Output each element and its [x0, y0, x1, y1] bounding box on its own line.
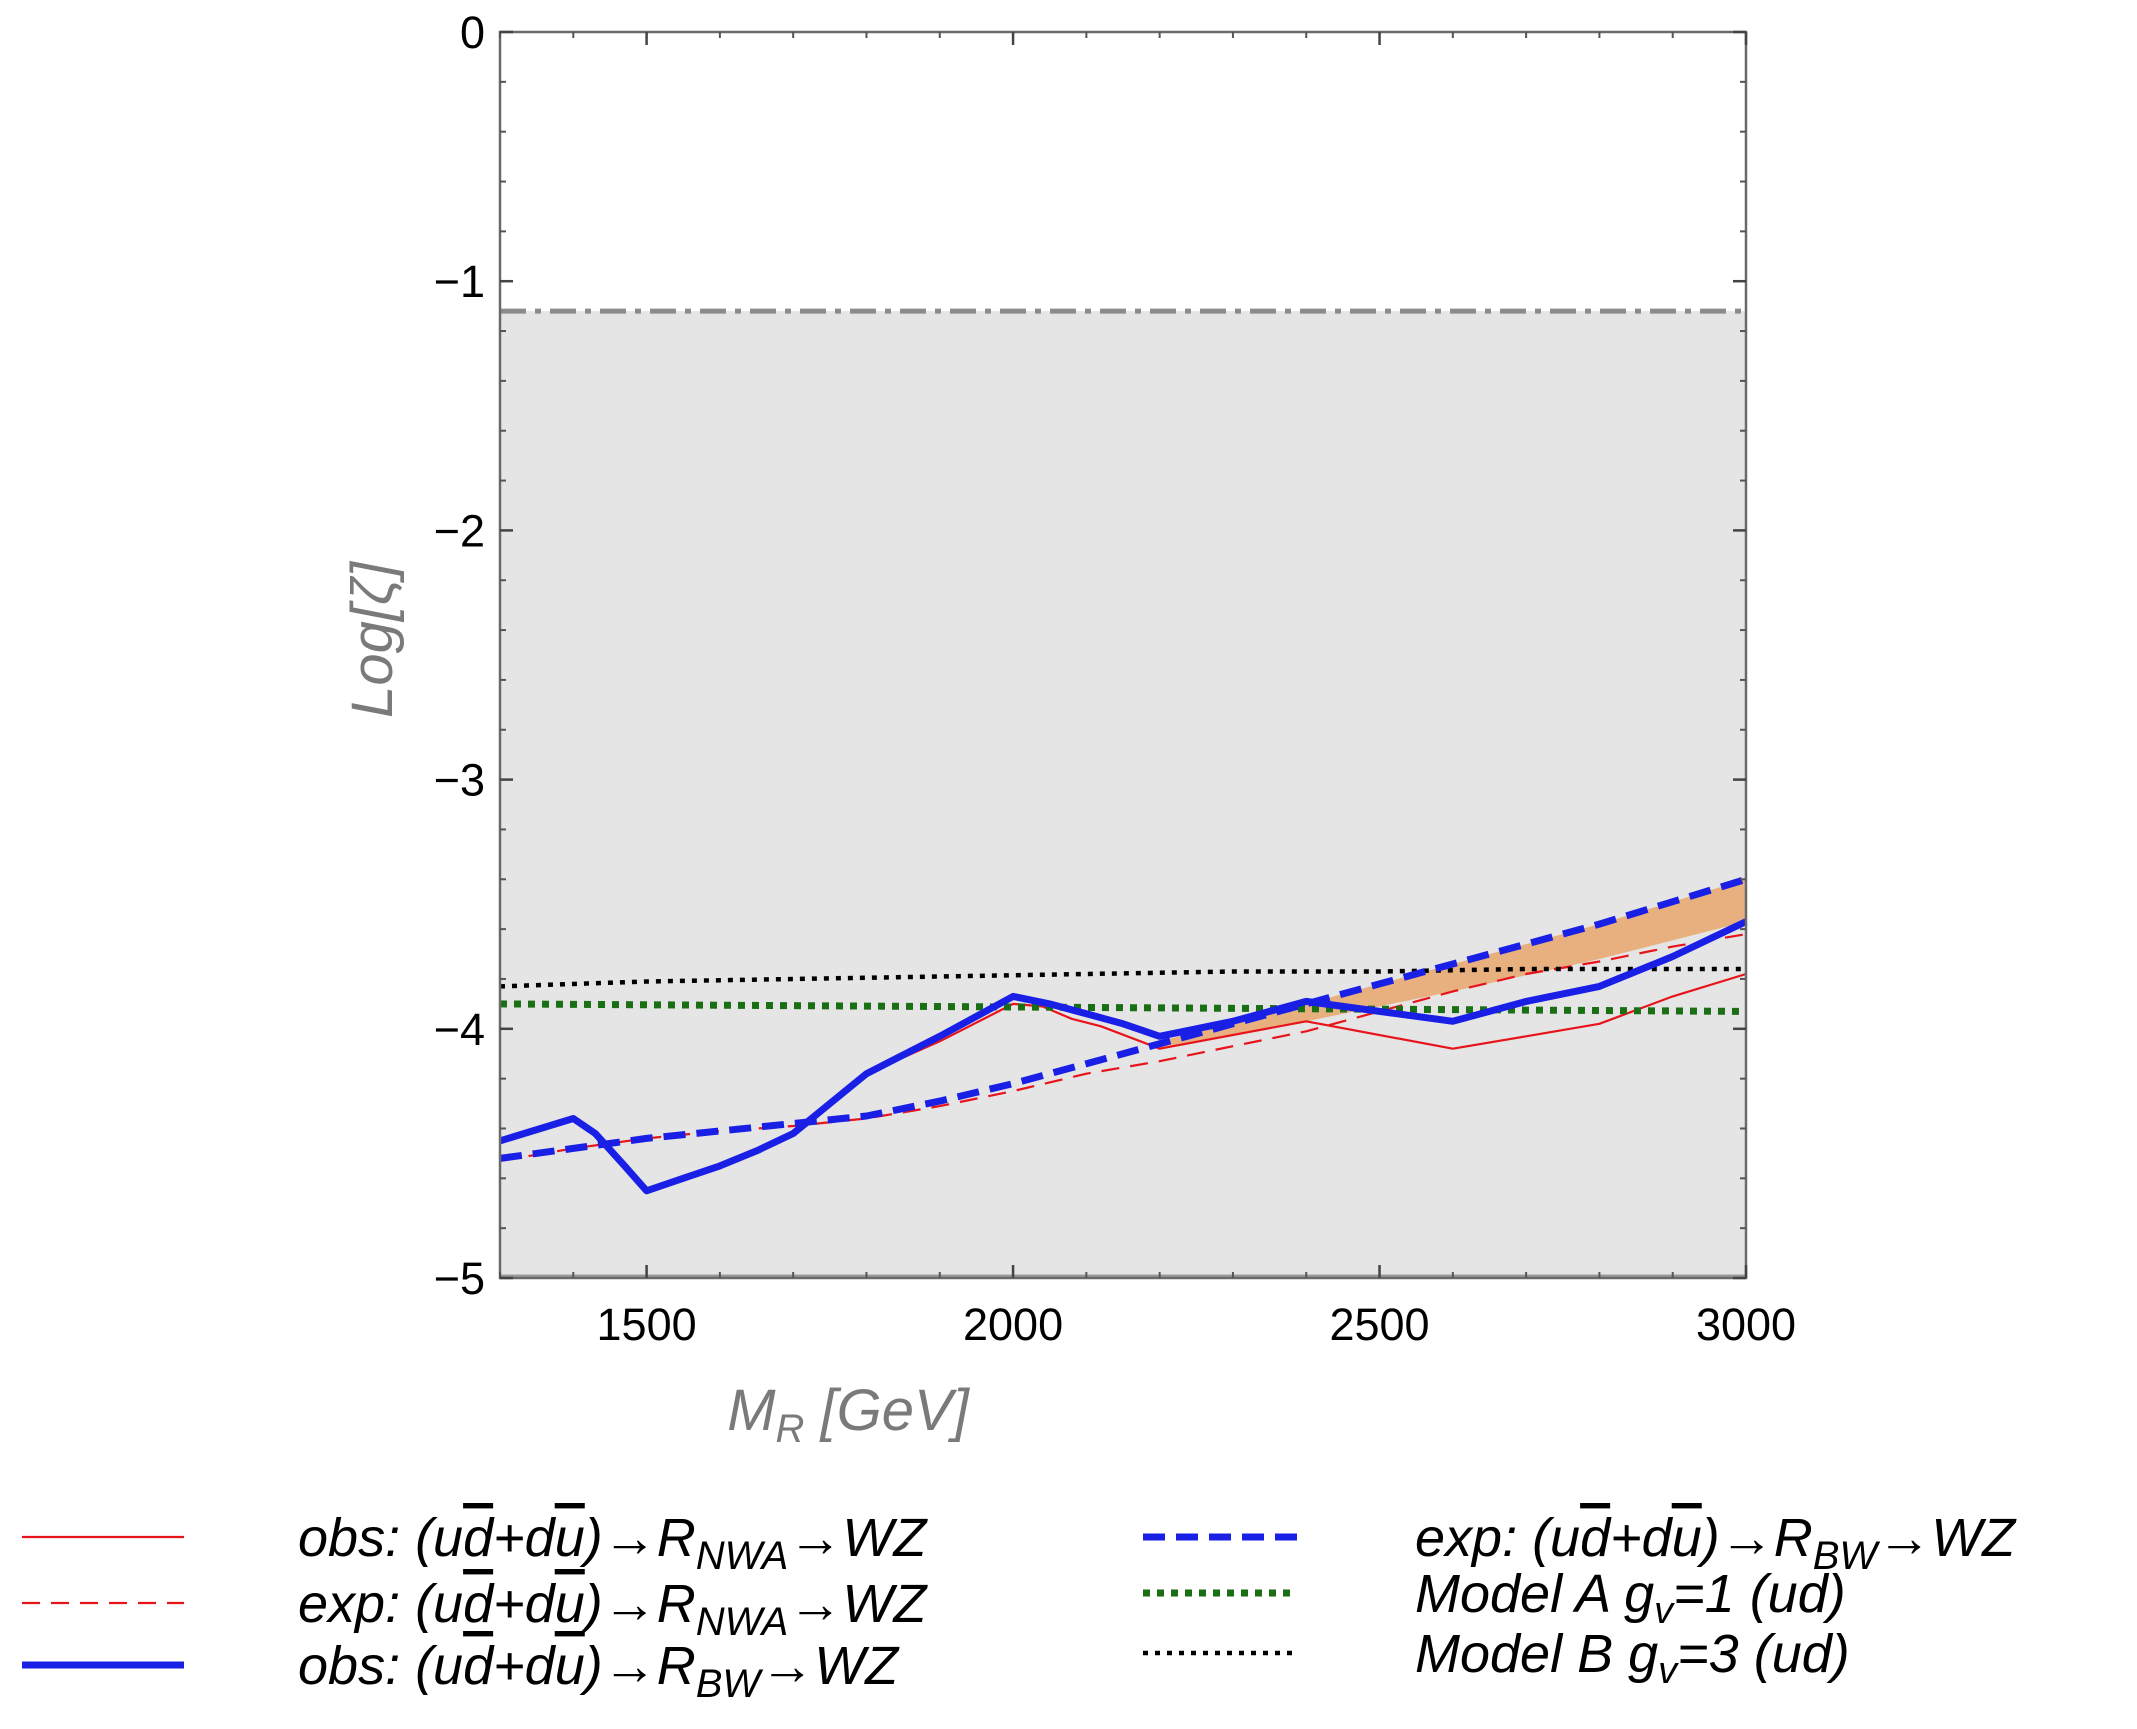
excluded-region — [500, 311, 1746, 1278]
x-axis-label: MR [GeV] — [727, 1378, 971, 1451]
legend-label-part: Model B g — [1415, 1624, 1658, 1684]
legend-label-part: d — [1580, 1508, 1612, 1568]
legend-label-part: d — [463, 1636, 495, 1696]
series-line-model-b — [499, 966, 1746, 989]
legend-label-part: d — [463, 1574, 495, 1634]
x-tick-label: 2500 — [1329, 1299, 1429, 1350]
legend-label-part: )→R — [579, 1508, 696, 1568]
y-tick-label: −3 — [434, 755, 485, 806]
y-tick-label: −1 — [434, 256, 485, 307]
y-tick-label: 0 — [460, 7, 485, 58]
legend-label-part: u — [555, 1574, 585, 1634]
series-line-exp-bw — [499, 875, 1748, 1162]
legend-label-part: obs: (u — [298, 1508, 463, 1568]
legend-label-part: exp: (u — [1415, 1508, 1580, 1568]
plot-area — [498, 308, 1748, 1278]
x-tick-label: 2000 — [963, 1299, 1063, 1350]
legend-label: exp: (ud+du)→RNWA→WZ — [298, 1574, 928, 1644]
legend-label-part: +d — [493, 1636, 557, 1696]
legend-label-part: =1 (ud) — [1673, 1564, 1846, 1624]
x-axis-label-main: M — [727, 1378, 776, 1443]
legend-label-part: NWA — [696, 1534, 789, 1578]
legend-label-part: +d — [1610, 1508, 1674, 1568]
legend-label-part: →WZ — [760, 1636, 900, 1696]
legend-label-part: exp: (u — [298, 1574, 463, 1634]
legend-label-part: NWA — [696, 1600, 789, 1644]
legend-label-part: )→R — [579, 1636, 696, 1696]
legend-label-part: +d — [493, 1574, 557, 1634]
y-axis-label: Log[ζ] — [340, 560, 405, 718]
legend-label-part: →WZ — [1877, 1508, 2017, 1568]
x-axis-label-unit: [GeV] — [804, 1378, 970, 1443]
axes: 1500 2000 2500 3000 0 −1 −2 −3 −4 −5 — [434, 7, 1796, 1350]
legend-label-part: u — [1672, 1508, 1702, 1568]
y-tick-label: −5 — [434, 1253, 485, 1304]
legend-label-part: =3 (ud) — [1677, 1624, 1850, 1684]
legend-label-part: d — [463, 1508, 495, 1568]
series-line-model-a — [499, 1000, 1747, 1015]
x-axis-label-sub: R — [776, 1407, 805, 1451]
series-line-obs-bw — [498, 918, 1748, 1195]
legend-label-part: BW — [696, 1662, 764, 1706]
legend-label-part: u — [555, 1508, 585, 1568]
legend-label: exp: (ud+du)→RBW→WZ — [1415, 1508, 2017, 1578]
x-tick-label: 1500 — [597, 1299, 697, 1350]
y-tick-label: −2 — [434, 505, 485, 556]
legend-label-part: obs: (u — [298, 1636, 463, 1696]
legend-label-part: →WZ — [788, 1574, 928, 1634]
legend-label-part: u — [555, 1636, 585, 1696]
legend-label-part: Model A g — [1415, 1564, 1654, 1624]
legend-label-part: )→R — [1696, 1508, 1813, 1568]
legend-label-part: +d — [493, 1508, 557, 1568]
plot-frame — [498, 30, 1748, 1280]
legend-label-part: v — [1658, 1650, 1679, 1692]
legend-label: obs: (ud+du)→RNWA→WZ — [298, 1508, 928, 1578]
legend-label-part: BW — [1813, 1534, 1881, 1578]
y-tick-label: −4 — [434, 1004, 485, 1055]
legend-label-part: →WZ — [788, 1508, 928, 1568]
legend-label-part: )→R — [579, 1574, 696, 1634]
legend-label: Model A gv=1 (ud) — [1415, 1564, 1846, 1632]
legend-label: obs: (ud+du)→RBW→WZ — [298, 1636, 900, 1706]
legend-label-part: v — [1654, 1590, 1675, 1632]
series-line-obs-nwa — [866, 972, 1747, 1075]
x-tick-label: 3000 — [1696, 1299, 1796, 1350]
legend-label: Model B gv=3 (ud) — [1415, 1624, 1850, 1692]
